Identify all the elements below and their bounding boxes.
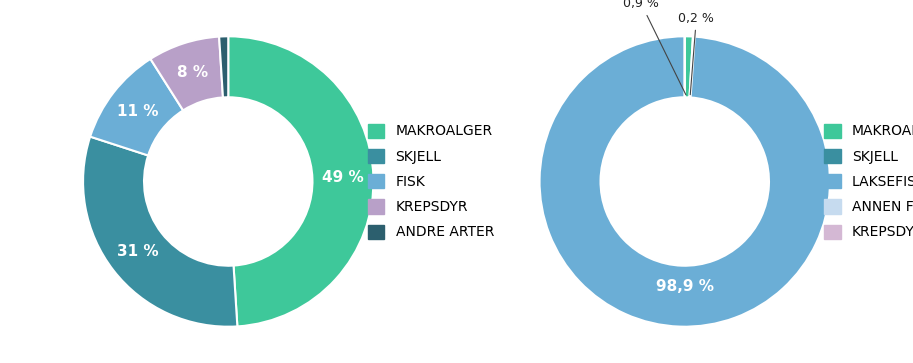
Text: 98,9 %: 98,9 % — [656, 278, 714, 294]
Wedge shape — [151, 37, 223, 110]
Wedge shape — [685, 36, 693, 97]
Text: 31 %: 31 % — [117, 244, 159, 259]
Wedge shape — [90, 59, 184, 155]
Legend: MAKROALGER, SKJELL, LAKSEFISK, ANNEN FISK, KREPSDYR: MAKROALGER, SKJELL, LAKSEFISK, ANNEN FIS… — [819, 118, 913, 245]
Legend: MAKROALGER, SKJELL, FISK, KREPSDYR, ANDRE ARTER: MAKROALGER, SKJELL, FISK, KREPSDYR, ANDR… — [362, 118, 499, 245]
Wedge shape — [83, 136, 237, 327]
Wedge shape — [219, 36, 228, 97]
Text: 0,2 %: 0,2 % — [678, 12, 714, 95]
Text: 49 %: 49 % — [322, 170, 363, 185]
Text: 11 %: 11 % — [117, 104, 158, 119]
Wedge shape — [689, 37, 695, 98]
Text: 0,9 %: 0,9 % — [624, 0, 686, 95]
Wedge shape — [228, 36, 373, 326]
Wedge shape — [540, 36, 830, 327]
Text: 8 %: 8 % — [177, 65, 208, 80]
